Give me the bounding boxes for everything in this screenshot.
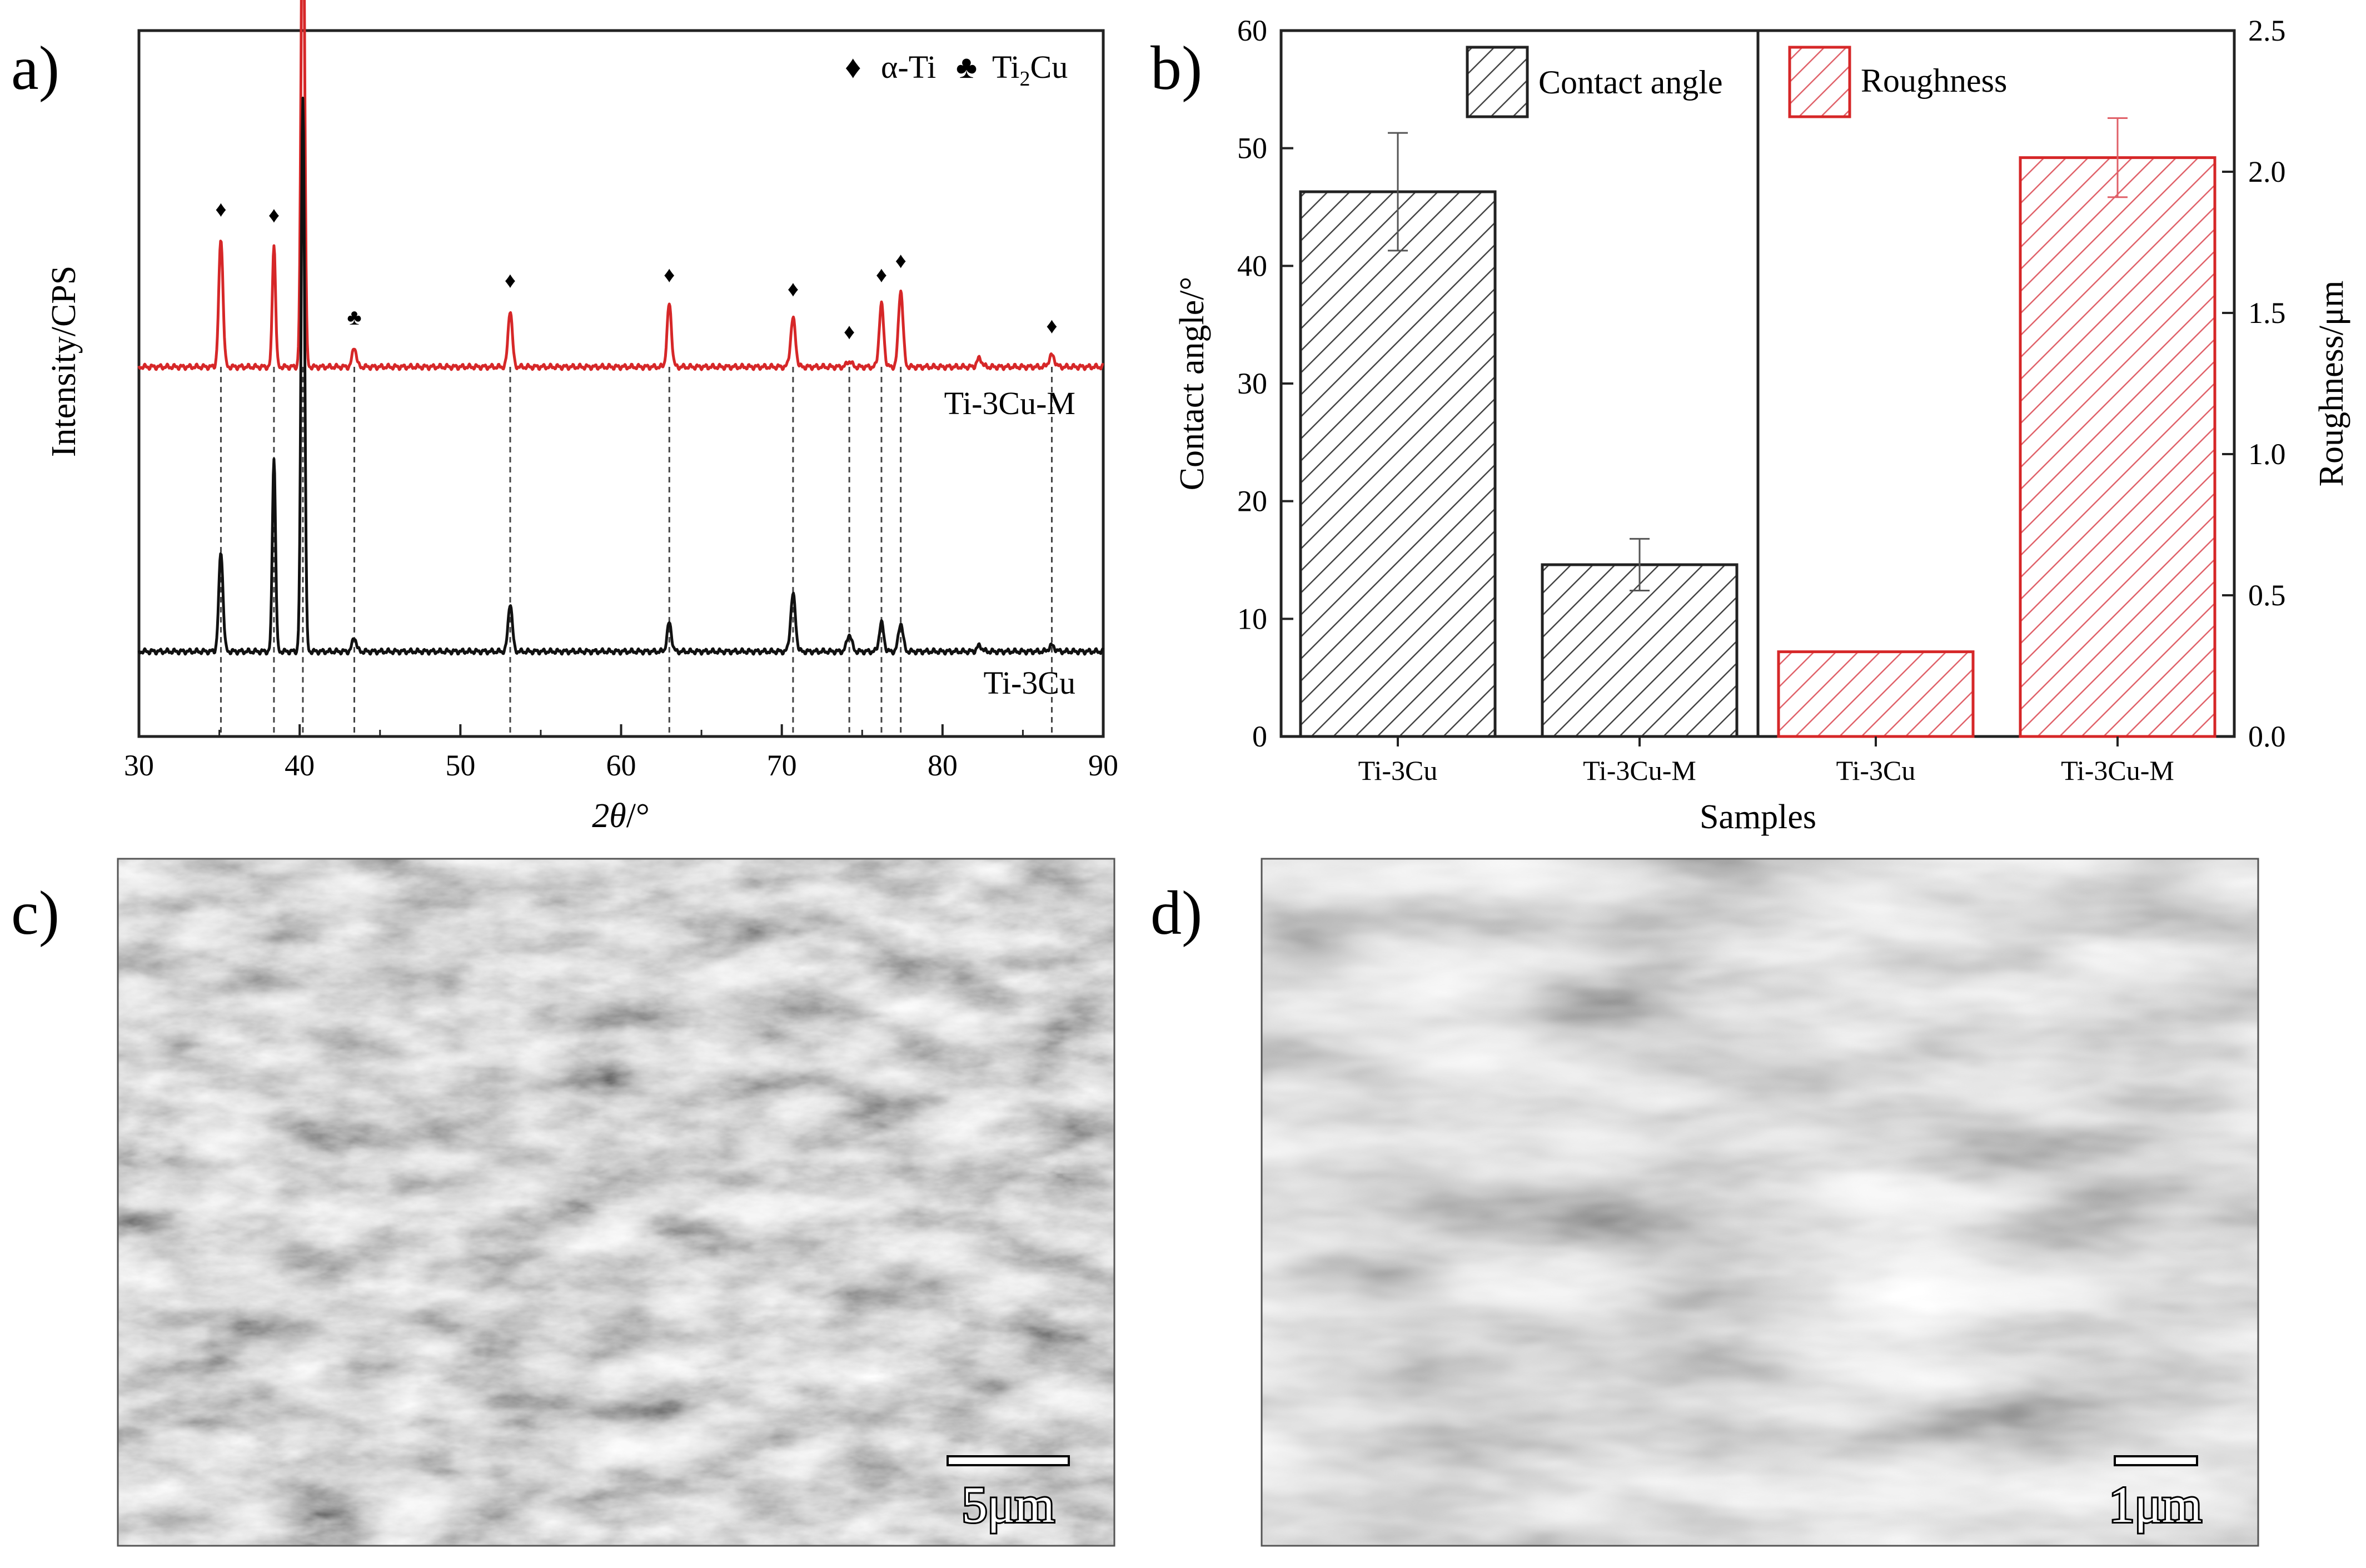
panel-c-label: c) bbox=[11, 879, 59, 948]
legend-diamond-marker: ♦ bbox=[845, 49, 861, 85]
left-tick-label: 0 bbox=[1252, 720, 1267, 753]
panel-b-x-ticks: Ti-3Cu Ti-3Cu-M Ti-3Cu Ti-3Cu-M bbox=[1358, 736, 2174, 786]
alpha-ti-peak-marker: ♦ bbox=[1046, 313, 1057, 339]
peak-guide-lines bbox=[220, 367, 1053, 734]
legend-ti2cu-end: Cu bbox=[1030, 49, 1068, 85]
series-label-ti3cu-m: Ti-3Cu-M bbox=[944, 385, 1075, 421]
alpha-ti-peak-marker: ♦ bbox=[788, 276, 799, 301]
alpha-ti-peak-marker: ♦ bbox=[268, 202, 280, 227]
sem-image-d-border bbox=[1261, 858, 2259, 1547]
x-axis-symbol: 2θ bbox=[592, 797, 626, 835]
x-tick-label: 50 bbox=[445, 749, 475, 782]
xrd-line-ti-3cu-m bbox=[137, 0, 1104, 371]
panel-b-left-ticks: 0 10 20 30 40 50 60 bbox=[1237, 14, 1293, 753]
ti2cu-peak-marker: ♣ bbox=[347, 305, 361, 330]
panel-a-x-ticks: 30 40 50 60 70 80 90 bbox=[124, 724, 1118, 782]
panel-b-bar-chart: b) 0 10 20 30 40 50 60 0.0 0.5 1.0 1.5 2.0 2.5 Ti-3… bbox=[1150, 14, 2350, 836]
panel-a-y-axis-label: Intensity/CPS bbox=[45, 266, 83, 457]
xrd-series bbox=[137, 0, 1104, 656]
bar-roughness-ti-3cu bbox=[1777, 650, 1975, 738]
left-tick-label: 30 bbox=[1237, 367, 1267, 400]
legend-contact-angle-swatch bbox=[1466, 46, 1529, 118]
panel-d-sem-image: d) 1μm bbox=[1150, 858, 2259, 1547]
right-tick-label: 0.5 bbox=[2248, 579, 2286, 612]
sem-image-c-border bbox=[117, 858, 1115, 1547]
panel-b-right-axis-label: Roughness/μm bbox=[2313, 281, 2350, 487]
panel-a-legend: ♦ α-Ti ♣ Ti2Cu bbox=[845, 49, 1068, 91]
legend-ti2cu-sub: 2 bbox=[1020, 67, 1030, 91]
bar-contact-angle-ti-3cu bbox=[1299, 190, 1497, 738]
panel-b-legend: Contact angle Roughness bbox=[1466, 46, 2007, 118]
sem-image-d bbox=[1262, 859, 2258, 1546]
legend-roughness-swatch bbox=[1788, 46, 1851, 118]
right-tick-label: 0.0 bbox=[2248, 720, 2286, 753]
right-tick-label: 2.5 bbox=[2248, 14, 2286, 47]
panel-b-left-axis-label: Contact angle/° bbox=[1173, 277, 1211, 491]
sem-image-c bbox=[118, 859, 1114, 1546]
panel-a-label: a) bbox=[11, 34, 59, 103]
left-tick-label: 10 bbox=[1237, 602, 1267, 635]
scale-bar-d bbox=[2114, 1455, 2198, 1466]
bar-contact-angle-ti-3cu-m bbox=[1541, 563, 1739, 738]
alpha-ti-peak-marker: ♦ bbox=[505, 268, 516, 293]
scale-bar-c-label: 5μm bbox=[962, 1476, 1055, 1533]
legend-roughness-label: Roughness bbox=[1861, 62, 2007, 99]
x-tick-label: 60 bbox=[606, 749, 636, 782]
scale-bar-d-label: 1μm bbox=[2109, 1476, 2202, 1533]
panel-a-plot-frame bbox=[137, 29, 1105, 738]
left-tick-label: 20 bbox=[1237, 485, 1267, 518]
scale-bar-c bbox=[947, 1455, 1070, 1466]
x-tick-label: 80 bbox=[928, 749, 958, 782]
x-axis-unit: /° bbox=[626, 797, 650, 835]
x-category-label: Ti-3Cu bbox=[1836, 755, 1916, 786]
left-tick-label: 40 bbox=[1237, 249, 1267, 282]
xrd-line-ti-3cu bbox=[137, 96, 1104, 656]
panel-d-label: d) bbox=[1150, 879, 1202, 948]
legend-contact-angle-label: Contact angle bbox=[1538, 64, 1723, 101]
x-tick-label: 40 bbox=[285, 749, 315, 782]
left-tick-label: 60 bbox=[1237, 14, 1267, 47]
alpha-ti-peak-marker: ♦ bbox=[844, 319, 855, 344]
panel-b-x-axis-label: Samples bbox=[1700, 798, 1816, 836]
x-tick-label: 30 bbox=[124, 749, 154, 782]
right-tick-label: 2.0 bbox=[2248, 155, 2286, 188]
alpha-ti-peak-marker: ♦ bbox=[664, 262, 675, 287]
series-label-ti3cu: Ti-3Cu bbox=[983, 665, 1075, 701]
left-tick-label: 50 bbox=[1237, 132, 1267, 165]
bar-roughness-ti-3cu-m bbox=[2019, 156, 2216, 738]
x-tick-label: 70 bbox=[767, 749, 797, 782]
alpha-ti-peak-marker: ♦ bbox=[895, 248, 906, 273]
panel-a-x-axis-label: 2θ/° bbox=[592, 797, 650, 835]
right-tick-label: 1.5 bbox=[2248, 296, 2286, 330]
x-category-label: Ti-3Cu-M bbox=[1583, 755, 1696, 786]
alpha-ti-peak-marker: ♦ bbox=[876, 262, 887, 287]
x-category-label: Ti-3Cu-M bbox=[2061, 755, 2174, 786]
x-category-label: Ti-3Cu bbox=[1358, 755, 1438, 786]
legend-club-marker: ♣ bbox=[956, 49, 977, 85]
legend-ti2cu-main: Ti bbox=[992, 49, 1020, 85]
alpha-ti-peak-marker: ♦ bbox=[215, 197, 226, 222]
panel-c-sem-image: c) 5μm bbox=[11, 858, 1115, 1547]
legend-ti2cu: Ti2Cu bbox=[992, 49, 1068, 91]
phase-markers: ♦♦♦♣♦♦♦♦♦♦♦ bbox=[215, 197, 1057, 344]
panel-b-label: b) bbox=[1150, 34, 1202, 103]
legend-alpha-ti: α-Ti bbox=[881, 49, 936, 85]
panel-b-bars bbox=[1299, 117, 2216, 738]
panel-b-right-ticks: 0.0 0.5 1.0 1.5 2.0 2.5 bbox=[2222, 14, 2286, 753]
x-tick-label: 90 bbox=[1088, 749, 1118, 782]
right-tick-label: 1.0 bbox=[2248, 437, 2286, 471]
panel-a-xrd-chart: a) ♦ ♦ ♦ ♣ ♦ ♦ ♦ ♦ ♦ ♦ ♦ 30 40 50 60 70 80 90 Intensity/… bbox=[11, 0, 1118, 835]
